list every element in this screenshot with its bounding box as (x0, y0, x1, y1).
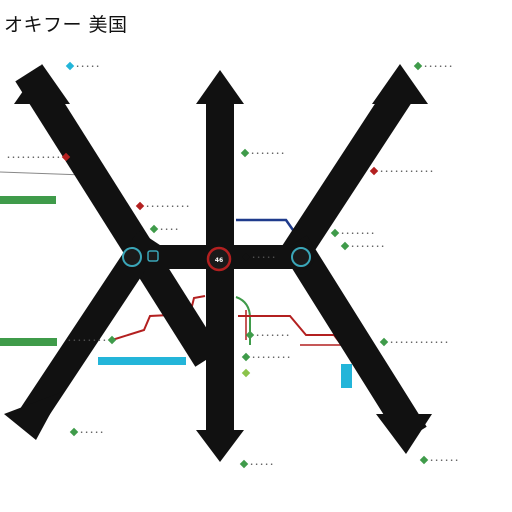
arrowhead-top-left (14, 64, 70, 104)
node-right[interactable] (291, 247, 311, 267)
arrowhead-bottom-left (4, 392, 62, 440)
label-center-upper: • • • • • • • (251, 151, 284, 157)
marker-center-lower-2[interactable] (241, 352, 251, 362)
marker-center-upper[interactable] (240, 148, 250, 158)
arrow-shaft-right-diagonal-down (275, 75, 419, 273)
label-top-right: • • • • • • (424, 64, 452, 70)
green-bar-upper-left (0, 196, 56, 204)
marker-right-upper[interactable] (369, 166, 379, 176)
label-center-lower: • • • • • • • (256, 333, 289, 339)
label-bottom-right: • • • • • • (430, 458, 458, 464)
label-bottom-center: • • • • • (250, 462, 273, 468)
label-mid-left-2: • • • • (160, 227, 178, 233)
marker-right-mid-2[interactable] (340, 241, 350, 251)
left-x-arrows (4, 64, 221, 440)
label-center-lower-2: • • • • • • • • (252, 355, 290, 361)
arrow-shaft-right-diagonal-up (281, 235, 427, 443)
connector-left-upper (0, 171, 85, 176)
node-left[interactable] (122, 247, 142, 267)
arrowhead-top-center (196, 70, 244, 104)
arrow-shaft-left-diagonal-up (16, 230, 162, 430)
label-bottom-left: • • • • • (80, 430, 103, 436)
marker-mid-left[interactable] (135, 201, 145, 211)
arrowhead-top-right (372, 64, 428, 104)
green-bar-lower-left (0, 338, 57, 346)
label-top-left: • • • • • (76, 64, 99, 70)
marker-bottom-right[interactable] (419, 455, 429, 465)
arrowhead-bottom-center (196, 430, 244, 462)
marker-left-lower[interactable] (107, 335, 117, 345)
marker-top-left[interactable] (65, 61, 75, 71)
marker-top-right[interactable] (413, 61, 423, 71)
hub-node[interactable] (206, 246, 232, 272)
marker-right-mid[interactable] (330, 228, 340, 238)
label-left-lower: • • • • • • • • (68, 338, 106, 344)
marker-bottom-center[interactable] (239, 459, 249, 469)
label-markers: • • • • • • • • • • • • • • • • • • • • • … (7, 61, 458, 469)
arrow-shaft-left-diagonal-down (15, 65, 221, 367)
label-right-lower: • • • • • • • • • • • • (390, 340, 448, 346)
label-mid-left: • • • • • • • • • (146, 204, 189, 210)
marker-hub-right[interactable] (241, 252, 251, 262)
cyan-bar-lower-left (98, 357, 186, 365)
marker-mid-left-2[interactable] (149, 224, 159, 234)
marker-left-upper[interactable] (61, 152, 71, 162)
label-left-upper: • • • • • • • • • • • (7, 155, 60, 161)
marker-bottom-left[interactable] (69, 427, 79, 437)
hub-label: 46 (215, 257, 223, 264)
right-x-arrows (275, 64, 432, 454)
marker-right-lower[interactable] (379, 337, 389, 347)
marker-light-green[interactable] (241, 368, 251, 378)
cyan-block-right (341, 364, 352, 388)
diagram-title: オキフー 美国 (4, 14, 128, 36)
node-left-square[interactable] (147, 250, 159, 262)
green-connector (235, 296, 251, 345)
label-right-mid: • • • • • • • (341, 231, 374, 237)
marker-center-lower[interactable] (245, 330, 255, 340)
arrowhead-bottom-right (376, 414, 432, 454)
label-right-mid-2: • • • • • • • (351, 244, 384, 250)
label-hub-right: • • • • • (252, 255, 275, 261)
label-right-upper: • • • • • • • • • • • (380, 169, 433, 175)
